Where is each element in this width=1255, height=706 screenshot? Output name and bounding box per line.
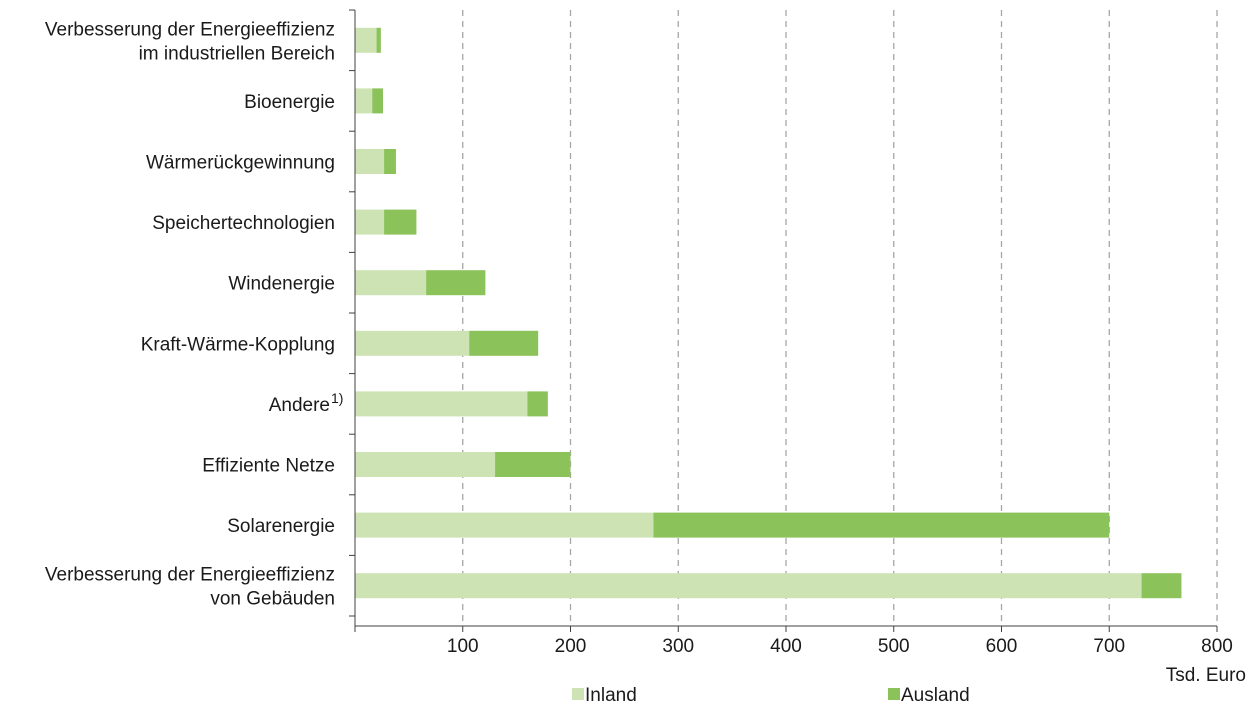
- bar-ausland: [653, 512, 1110, 538]
- bar-inland: [355, 573, 1142, 599]
- bar-inland: [355, 149, 385, 174]
- x-axis: [349, 9, 1218, 632]
- bar-ausland: [384, 209, 417, 235]
- bar-ausland: [495, 452, 571, 477]
- category-label: Windenergie: [228, 274, 335, 295]
- bar-inland: [355, 330, 470, 356]
- legend-label-ausland: Ausland: [901, 685, 970, 706]
- x-tick-label: 400: [770, 636, 802, 657]
- legend-swatch-inland: [572, 688, 584, 700]
- category-label: Wärmerückgewinnung: [146, 153, 335, 174]
- category-label: Andere: [269, 395, 330, 416]
- bar-inland: [355, 27, 377, 53]
- legend-swatch-ausland: [888, 688, 900, 700]
- x-tick-label: 200: [555, 636, 587, 657]
- bars: [355, 27, 1182, 599]
- x-tick-label: 100: [447, 636, 479, 657]
- x-tick-label: 700: [1093, 636, 1125, 657]
- x-tick-label: 500: [878, 636, 910, 657]
- bar-inland: [355, 391, 528, 417]
- category-label: Bioenergie: [244, 92, 335, 113]
- x-tick-label: 600: [986, 636, 1018, 657]
- legend-label-inland: Inland: [585, 685, 637, 706]
- bar-inland: [355, 512, 654, 538]
- category-label: Solarenergie: [227, 516, 335, 537]
- bar-inland: [355, 452, 496, 477]
- bar-ausland: [384, 149, 396, 174]
- category-label: Effiziente Netze: [202, 456, 335, 477]
- bar-inland: [355, 209, 385, 235]
- category-labels: Verbesserung der Energieeffizienz im indu…: [45, 19, 344, 609]
- bar-ausland: [372, 88, 384, 114]
- x-axis-unit-label: Tsd. Euro: [1166, 665, 1246, 686]
- gridlines: [462, 10, 1218, 626]
- category-label: Kraft-Wärme-Kopplung: [141, 334, 335, 355]
- category-label: Verbesserung der Energieeffizienz: [45, 19, 335, 40]
- category-superscript: 1): [331, 390, 343, 406]
- category-label: von Gebäuden: [210, 589, 335, 610]
- legend: Inland Ausland: [572, 685, 970, 706]
- x-tick-label: 300: [662, 636, 694, 657]
- category-label: im industriellen Bereich: [139, 43, 335, 64]
- category-label: Speichertechnologien: [152, 213, 335, 234]
- bar-ausland: [469, 330, 539, 356]
- bar-inland: [355, 270, 427, 296]
- category-label: Verbesserung der Energieeffizienz: [45, 565, 335, 586]
- bar-ausland: [1141, 573, 1182, 599]
- bar-ausland: [527, 391, 548, 417]
- bar-inland: [355, 88, 373, 114]
- x-tick-label: 800: [1201, 636, 1233, 657]
- tick-labels: 100 200 300 400 500 600 700 800: [447, 636, 1233, 657]
- bar-ausland: [376, 27, 381, 53]
- bar-ausland: [426, 270, 486, 296]
